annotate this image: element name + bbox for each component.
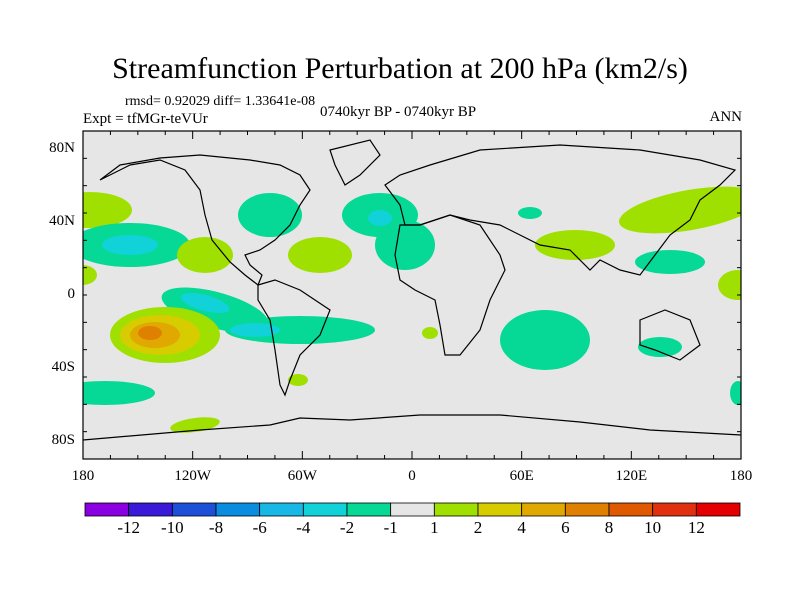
y-tick-label: 0 [67, 286, 76, 302]
stats-label: rmsd= 0.92029 diff= 1.33641e-08 [125, 94, 316, 109]
contour-region [535, 230, 615, 260]
x-tick-label: 180 [71, 468, 95, 484]
coast-south-america [257, 279, 331, 397]
y-tick-label: 40N [49, 213, 75, 230]
colorbar-label: 1 [430, 518, 439, 537]
contour-region [375, 220, 435, 270]
experiment-label: Expt = tfMGr-teVUr [83, 111, 208, 127]
x-tick-label: 60W [287, 468, 317, 484]
colorbar-label: 12 [687, 518, 705, 537]
contour-region [619, 186, 741, 234]
colorbar-label: -4 [296, 518, 311, 537]
colorbar-label: -8 [208, 518, 224, 537]
x-tick-label: 180 [729, 468, 753, 484]
contour-region [83, 265, 97, 285]
x-tick-label: 120E [615, 468, 648, 484]
contour-region [638, 337, 682, 357]
colorbar-box [564, 502, 610, 517]
contour-region [177, 237, 233, 273]
axis-ticks [82, 130, 742, 460]
colorbar-label: -1 [383, 518, 398, 537]
colorbar-label: 2 [473, 518, 483, 537]
contour-region [368, 210, 392, 226]
colorbar [84, 502, 741, 517]
period-label: 0740kyr BP - 0740kyr BP [320, 104, 477, 120]
contour-region [138, 326, 162, 340]
contour-region [422, 327, 438, 339]
colorbar-label: 8 [604, 518, 614, 537]
colorbar-box [302, 502, 348, 517]
coast-australia [639, 309, 701, 361]
contour-region [83, 381, 155, 405]
colorbar-box [84, 502, 130, 517]
colorbar-box [477, 502, 523, 517]
contour-region [288, 237, 352, 273]
x-tick-label: 60E [509, 468, 534, 484]
contour-region [730, 381, 741, 405]
contour-region [500, 310, 590, 370]
plot-title: Streamfunction Perturbation at 200 hPa (… [112, 52, 688, 85]
coast-north-america [99, 154, 311, 286]
contour-region [518, 207, 542, 219]
colorbar-box [128, 502, 173, 517]
colorbar-label: 4 [517, 518, 526, 537]
contour-fills [83, 186, 741, 433]
contour-region [102, 235, 158, 255]
colorbar-label: -10 [160, 518, 184, 537]
contour-region [288, 374, 308, 386]
contour-region [230, 323, 280, 337]
colorbar-label: -2 [339, 518, 355, 537]
y-tick-label: 40S [51, 358, 75, 375]
colorbar-box [652, 502, 697, 517]
colorbar-box [390, 502, 435, 517]
colorbar-label: -12 [117, 518, 140, 537]
coast-greenland [329, 139, 381, 186]
colorbar-label: 6 [561, 518, 570, 537]
coast-antarctica [83, 414, 741, 441]
colorbar-box [521, 502, 566, 517]
colorbar-box [608, 502, 654, 517]
coast-africa [394, 214, 506, 356]
colorbar-label: -6 [252, 518, 267, 537]
contour-region [225, 316, 375, 344]
contour-region [718, 270, 741, 300]
colorbar-box [433, 502, 479, 517]
x-tick-label: 0 [408, 468, 416, 484]
contour-region [83, 192, 132, 228]
contour-region [180, 292, 230, 314]
coastlines [83, 139, 741, 441]
y-tick-label: 80S [51, 431, 75, 448]
colorbar-box [346, 502, 392, 517]
season-label: ANN [709, 109, 743, 125]
x-tick-label: 120W [174, 468, 211, 484]
colorbar-box [259, 502, 304, 517]
y-tick-label: 80N [49, 140, 75, 157]
contour-region [635, 250, 705, 274]
contour-region [238, 193, 302, 237]
colorbar-box [215, 502, 261, 517]
colorbar-box [695, 502, 741, 517]
colorbar-label: 10 [644, 518, 662, 537]
colorbar-box [171, 502, 217, 517]
